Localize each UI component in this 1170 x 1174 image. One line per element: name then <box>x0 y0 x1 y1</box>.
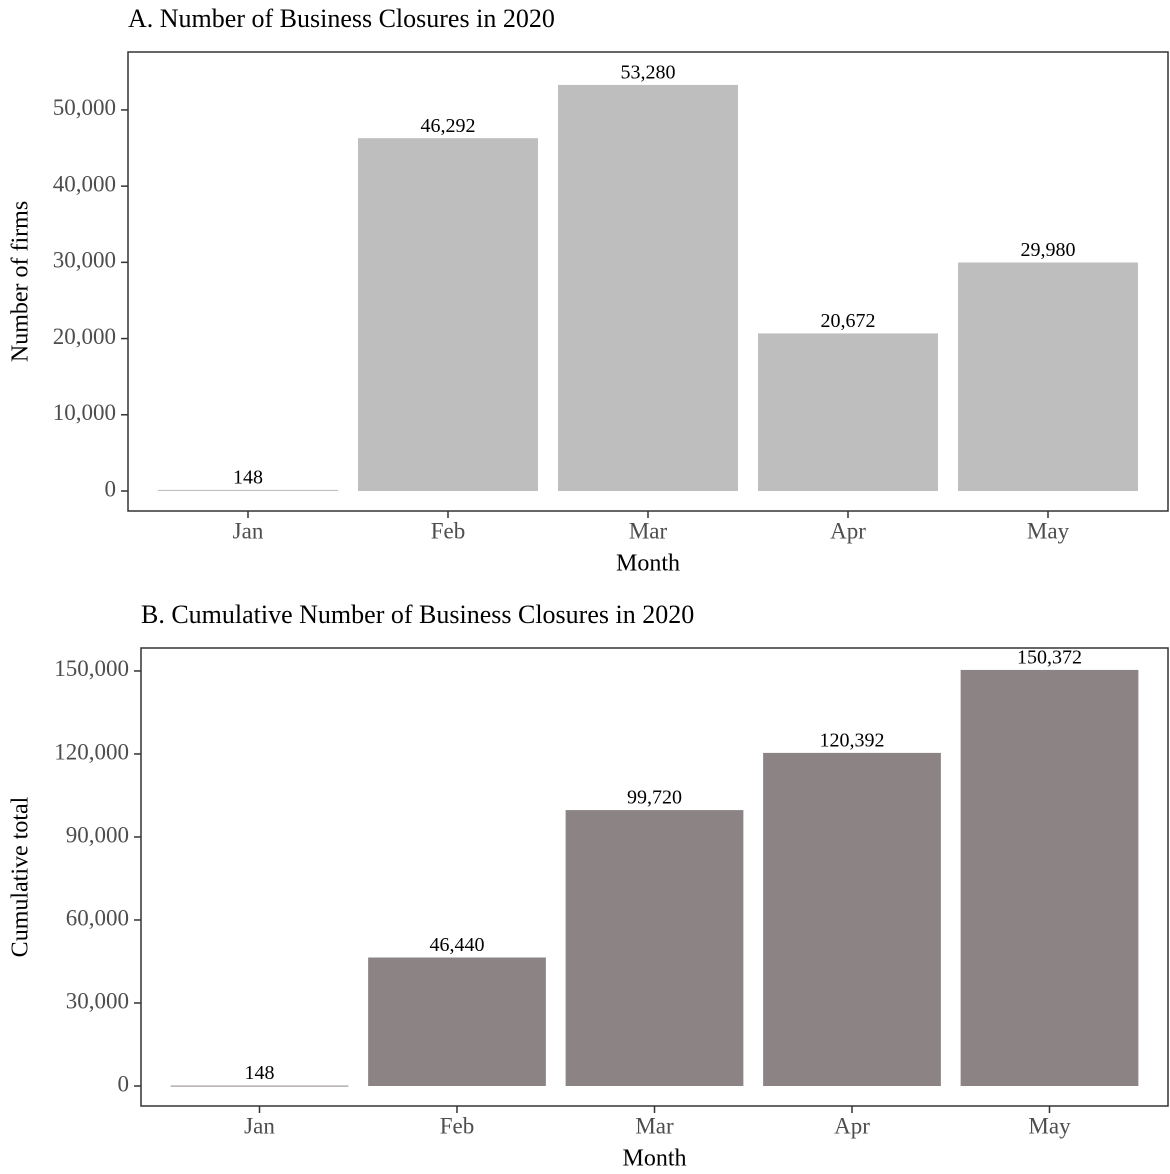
y-tick-label: 20,000 <box>53 324 116 349</box>
y-tick-label: 30,000 <box>53 248 116 273</box>
y-tick-label: 0 <box>118 1071 130 1096</box>
bar <box>960 669 1139 1086</box>
value-label: 46,292 <box>421 115 476 137</box>
y-tick-label: 0 <box>105 476 117 501</box>
x-axis-title: Month <box>616 551 680 577</box>
bar <box>158 489 338 491</box>
y-tick-label: 50,000 <box>53 95 116 120</box>
y-tick-label: 60,000 <box>66 905 129 930</box>
y-tick-label: 40,000 <box>53 171 116 196</box>
x-tick-label: Apr <box>830 518 866 543</box>
value-label: 99,720 <box>627 787 682 809</box>
y-tick-label: 120,000 <box>54 739 129 764</box>
value-label: 148 <box>233 466 263 488</box>
x-tick-label: Feb <box>440 1113 475 1138</box>
chart-title: A. Number of Business Closures in 2020 <box>128 4 555 33</box>
bar <box>565 810 744 1086</box>
y-tick-label: 150,000 <box>54 656 129 681</box>
panel-border <box>127 51 1169 512</box>
x-tick-label: Apr <box>834 1113 870 1138</box>
y-tick-label: 90,000 <box>66 822 129 847</box>
x-tick-label: Feb <box>431 518 466 543</box>
bar <box>558 84 738 491</box>
bar <box>170 1085 349 1087</box>
x-tick-label: Mar <box>635 1113 674 1138</box>
x-tick-label: May <box>1027 518 1070 543</box>
x-axis-title: Month <box>622 1146 686 1172</box>
bar <box>958 262 1138 491</box>
y-tick-label: 30,000 <box>66 988 129 1013</box>
x-tick-label: May <box>1028 1113 1071 1138</box>
value-label: 120,392 <box>820 729 885 751</box>
panel-border <box>140 647 1169 1107</box>
value-label: 29,980 <box>1021 239 1076 261</box>
value-label: 150,372 <box>1017 647 1082 669</box>
bar <box>758 333 938 491</box>
y-tick-label: 10,000 <box>53 400 116 425</box>
y-axis-title: Cumulative total <box>8 796 34 957</box>
value-label: 20,672 <box>821 310 876 332</box>
x-tick-label: Jan <box>244 1113 275 1138</box>
x-tick-label: Jan <box>233 518 264 543</box>
bar <box>763 752 941 1086</box>
value-label: 148 <box>245 1062 275 1084</box>
y-axis-title: Number of firms <box>8 201 34 362</box>
chart-title: B. Cumulative Number of Business Closure… <box>141 600 694 629</box>
x-tick-label: Mar <box>629 518 668 543</box>
value-label: 46,440 <box>430 934 485 956</box>
value-label: 53,280 <box>621 62 676 84</box>
bar <box>368 957 546 1086</box>
bar <box>358 138 538 491</box>
